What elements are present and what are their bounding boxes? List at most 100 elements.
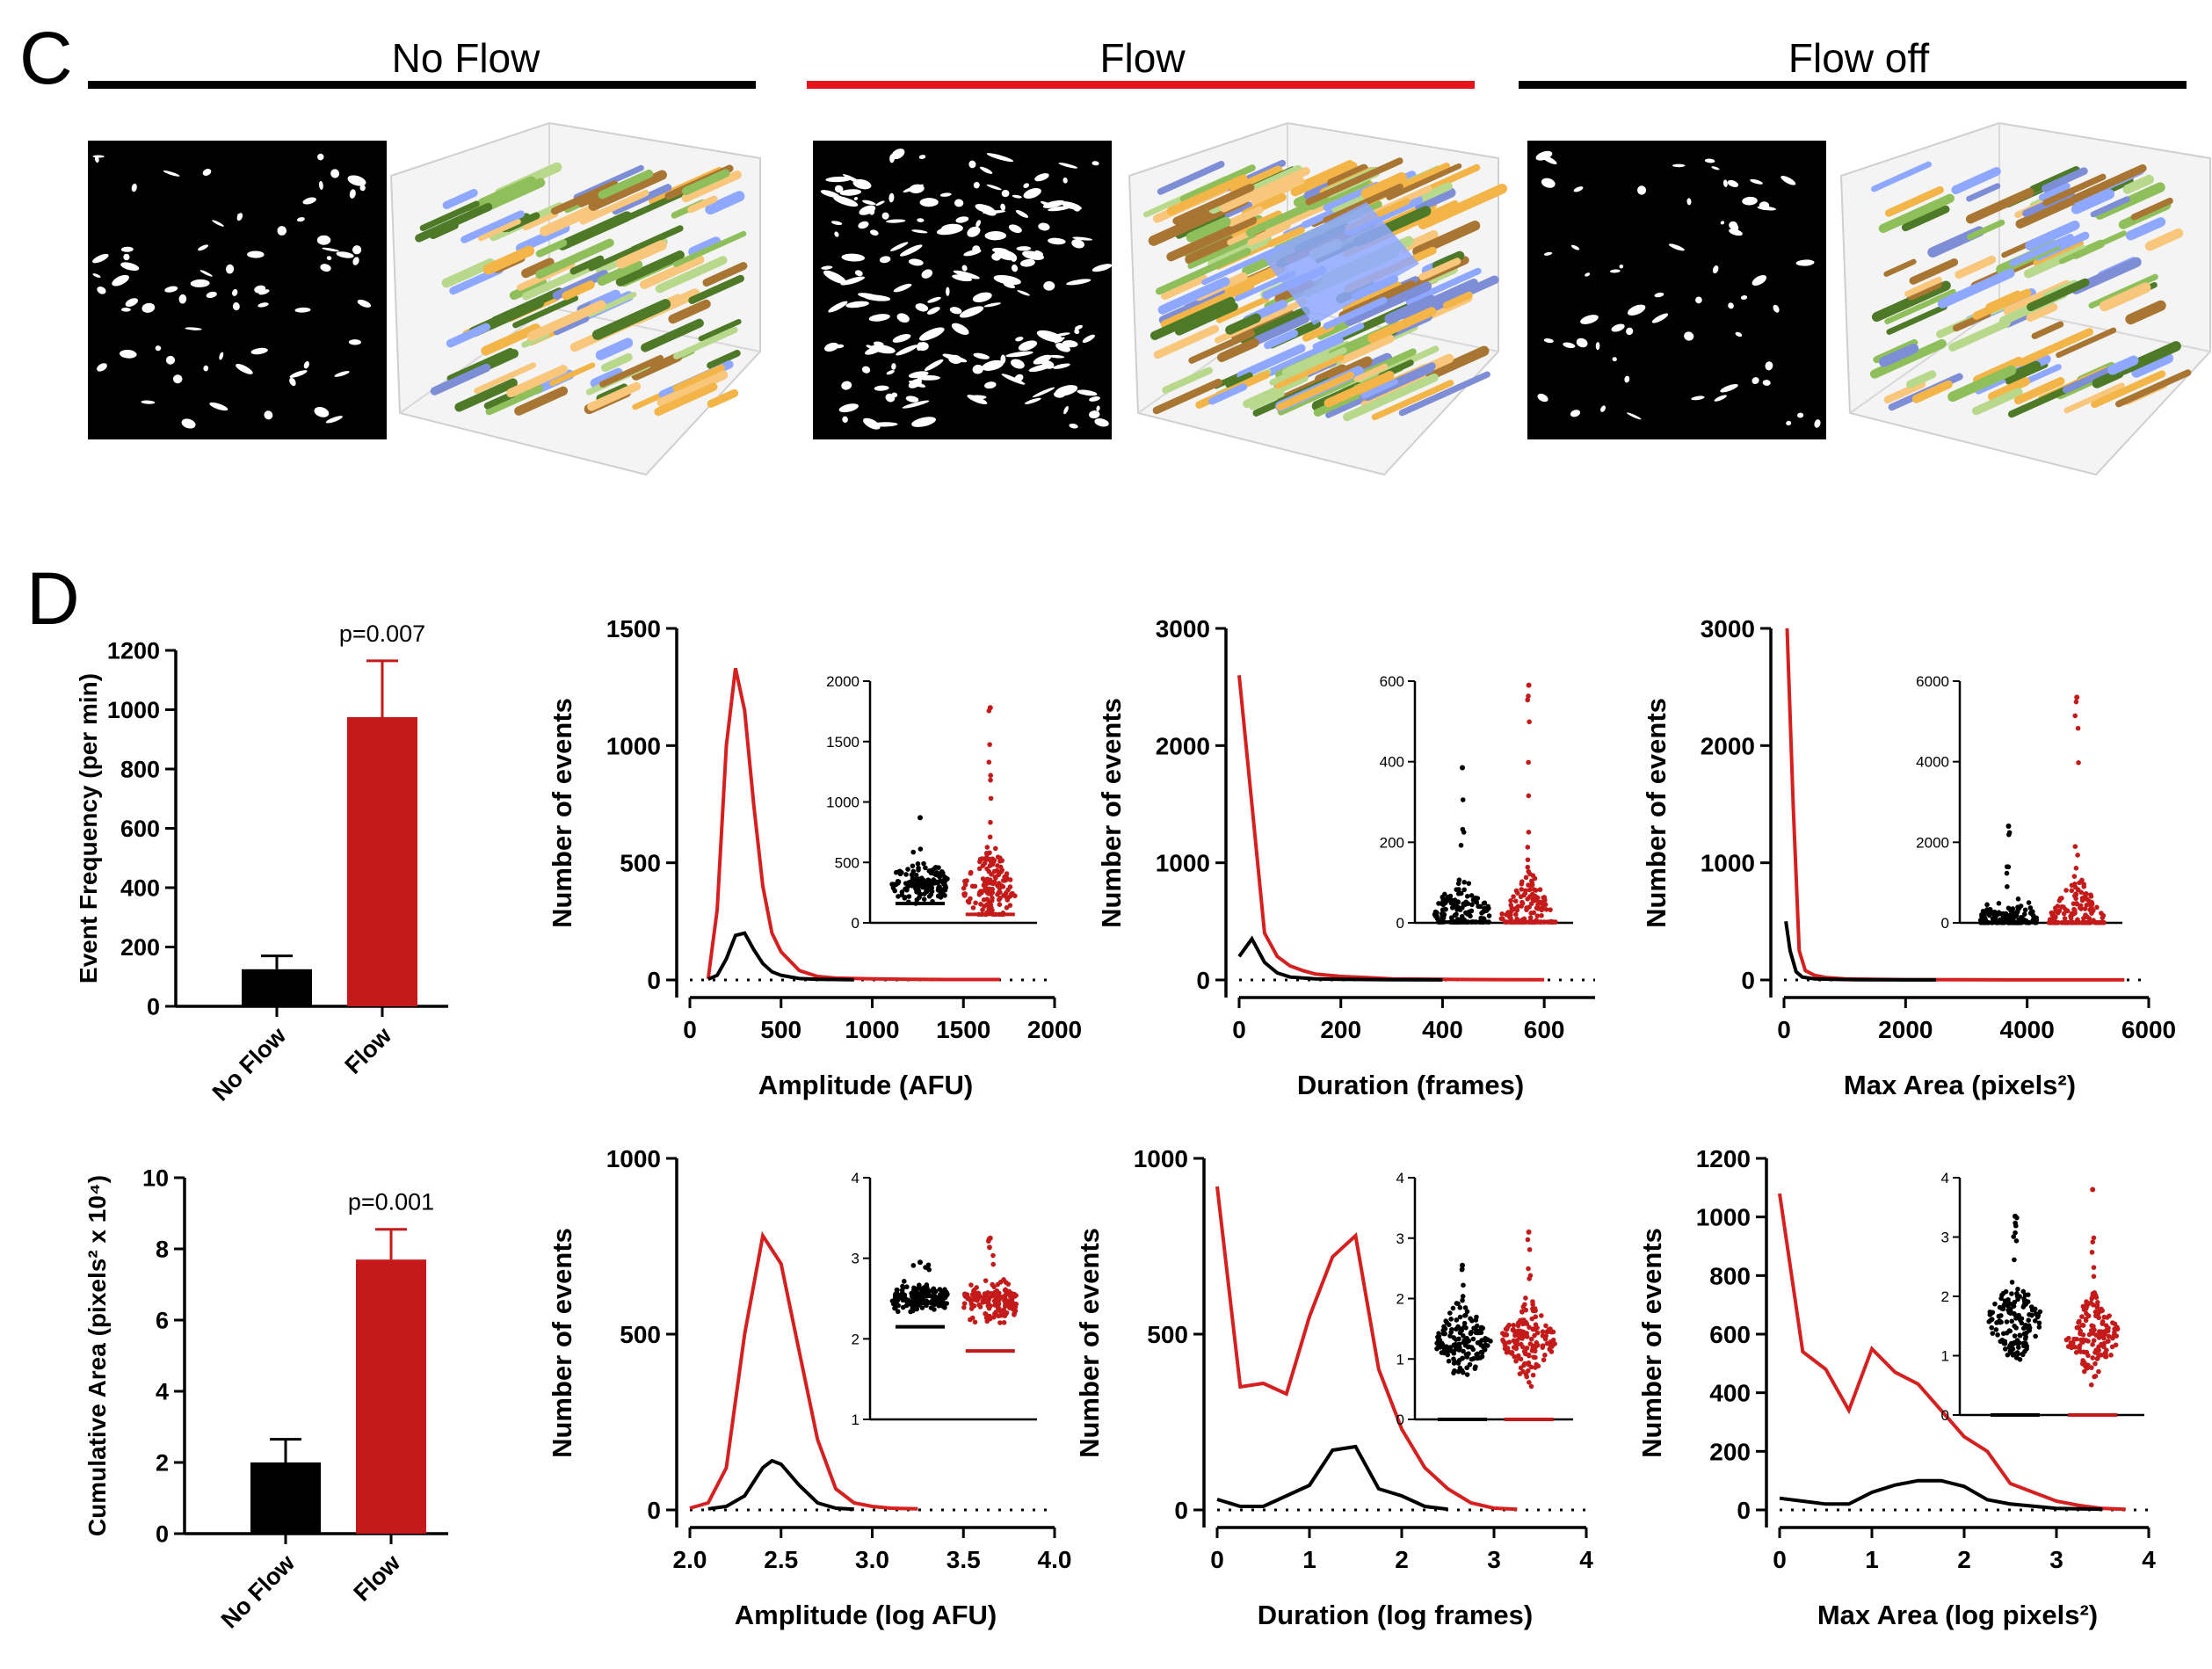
inset-dot: [1002, 1297, 1007, 1303]
event-spot: [825, 176, 852, 183]
inset-dot: [1498, 916, 1505, 922]
inset-dot: [1992, 1301, 1998, 1307]
bar-no-flow: [242, 969, 312, 1006]
inset-dot: [2027, 905, 2034, 911]
inset-dot: [1538, 899, 1543, 905]
inset-dot: [901, 1279, 907, 1284]
inset-dot: [1526, 830, 1532, 835]
inset-dot: [1991, 909, 1998, 915]
inset-dot: [2056, 908, 2063, 914]
event-blob: [2070, 163, 2147, 204]
event-blob: [1253, 314, 1310, 345]
event-spot: [862, 200, 876, 206]
inset-dot: [1527, 1324, 1532, 1331]
event-spot: [973, 181, 980, 189]
event-spot: [247, 250, 265, 258]
inset-dot: [1550, 1329, 1556, 1335]
event-spot: [1053, 363, 1070, 369]
event-blob: [2031, 321, 2064, 339]
inset-dot: [2091, 1265, 2097, 1270]
event-spot: [325, 416, 343, 424]
inset-dot: [962, 891, 968, 896]
inset-dot: [2009, 1291, 2014, 1296]
inset-dot: [1461, 880, 1467, 885]
event-blob: [1216, 337, 1259, 362]
inset-dot: [2085, 896, 2090, 903]
inset-y-tick-label: 6000: [1916, 673, 1949, 690]
inset-dot: [962, 1293, 968, 1298]
inset-dot: [994, 867, 1000, 874]
inset-dot: [2005, 1352, 2011, 1358]
inset-dot: [1523, 1307, 1529, 1313]
inset-dot: [921, 860, 926, 867]
inset-dot: [2077, 905, 2083, 911]
inset-dot: [1998, 1295, 2004, 1302]
event-spot: [1541, 178, 1556, 188]
inset-dot: [894, 1291, 900, 1297]
inset-dot: [2084, 1310, 2089, 1317]
inset-dot: [1002, 874, 1007, 880]
event-spot: [1091, 161, 1099, 166]
inset-dot: [2071, 874, 2078, 879]
event-blob: [481, 323, 541, 356]
event-spot: [289, 377, 296, 387]
x-axis-label: Amplitude (AFU): [758, 1070, 974, 1100]
inset-dot: [1527, 894, 1533, 899]
inset-dot: [991, 1315, 997, 1320]
grid-line: [1849, 307, 2000, 414]
event-spot: [141, 400, 156, 404]
inset-dot: [939, 890, 944, 896]
inset-dot: [2000, 1331, 2006, 1337]
inset-dot: [2020, 1351, 2026, 1357]
inset-dot: [2082, 906, 2088, 911]
series-line-flow: [1778, 1193, 2126, 1512]
event-blob: [2058, 230, 2127, 265]
inset-dot: [1466, 909, 1472, 915]
x-tick-label: 2000: [1027, 1016, 1082, 1043]
inset-dot: [938, 873, 943, 878]
inset-dot: [1448, 1348, 1454, 1353]
event-blob: [1883, 380, 1926, 404]
event-spot: [1011, 359, 1025, 369]
event-spot: [326, 256, 332, 261]
inset-dot: [2010, 1352, 2016, 1358]
inset-dot: [2034, 1314, 2041, 1320]
event-spot: [1032, 387, 1055, 398]
event-blob: [1249, 389, 1285, 410]
inset-dot: [1468, 1316, 1473, 1322]
x-tick-label: 400: [1422, 1016, 1463, 1043]
inset-dot: [1004, 895, 1010, 900]
event-spot: [1072, 236, 1093, 241]
inset-dot: [1477, 903, 1483, 910]
inset-dot: [1526, 1266, 1531, 1272]
event-blob: [2115, 369, 2192, 408]
inset-y-tick-label: 1: [1941, 1348, 1949, 1365]
event-blob: [1971, 388, 2023, 416]
inset-y-tick-label: 4000: [1916, 754, 1949, 771]
inset-dot: [1533, 1314, 1539, 1320]
inset-dot: [917, 846, 924, 852]
inset-dot: [1459, 1328, 1465, 1333]
y-tick-label: 0: [147, 993, 160, 1020]
inset-dot: [2020, 1288, 2027, 1295]
event-blob: [2122, 174, 2155, 194]
event-blob: [1371, 380, 1454, 421]
inset-dot: [1438, 1345, 1443, 1350]
event-blob: [2125, 217, 2166, 241]
inset-dot: [2091, 1338, 2097, 1344]
event-spot: [1033, 354, 1052, 365]
inset-dot: [982, 880, 988, 885]
event-spot: [277, 226, 287, 236]
event-spot: [979, 166, 993, 174]
event-spot: [318, 180, 323, 190]
event-spot: [918, 155, 926, 159]
inset-dot: [2085, 1339, 2091, 1344]
inset-y-tick-label: 0: [852, 915, 859, 932]
event-spot: [1015, 337, 1024, 342]
y-tick-label: 0: [1174, 1497, 1188, 1524]
event-spot: [961, 265, 968, 272]
inset-dot: [2072, 713, 2078, 719]
event-blob: [1415, 187, 1456, 212]
event-blob: [2091, 370, 2166, 409]
x-axis-label: Amplitude (log AFU): [735, 1600, 997, 1630]
